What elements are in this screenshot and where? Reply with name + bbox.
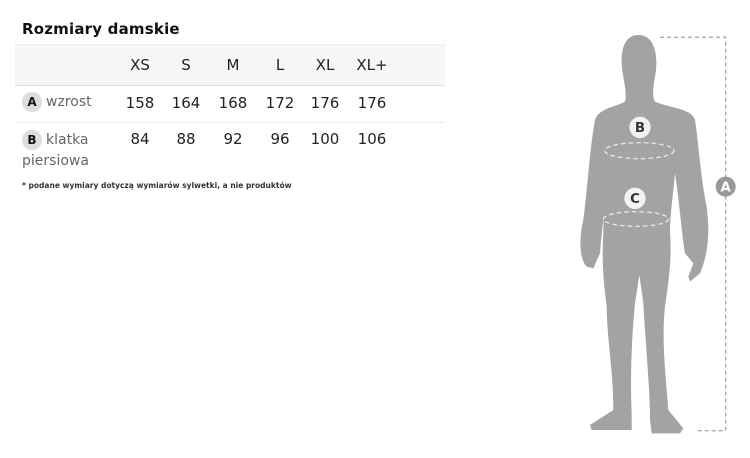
marker-b-circle (629, 116, 651, 138)
silhouette (580, 35, 709, 434)
size-header: XL+ (356, 56, 388, 74)
size-header: XS (130, 56, 150, 74)
table-cell: 100 (310, 130, 340, 148)
table-cell: 92 (223, 130, 243, 148)
marker-c-circle (624, 187, 646, 209)
table-cell: 176 (310, 94, 340, 112)
table-cell: 172 (265, 94, 295, 112)
size-header: L (275, 56, 285, 74)
table-cell: 158 (125, 94, 155, 112)
row-label-text: klatka piersiowa (22, 132, 89, 169)
page-title: Rozmiary damskie (22, 20, 180, 38)
marker-a: A (721, 180, 732, 195)
size-header: M (226, 56, 240, 74)
table-cell: 96 (270, 130, 290, 148)
marker-b: B (635, 121, 645, 136)
marker-c: C (630, 192, 640, 207)
size-header-row: XS S M L XL XL+ (15, 44, 445, 86)
footnote: * podane wymiary dotyczą wymiarów sylwet… (22, 181, 292, 190)
table-cell: 164 (171, 94, 201, 112)
table-cell: 88 (176, 130, 196, 148)
chest-measure-ellipse (604, 142, 675, 160)
badge-a: A (22, 92, 42, 112)
waist-measure-ellipse (602, 211, 670, 227)
marker-a-circle (715, 176, 736, 197)
badge-b: B (22, 130, 42, 150)
table-cell: 106 (357, 130, 387, 148)
table-cell: 176 (357, 94, 387, 112)
table-cell: 168 (218, 94, 248, 112)
height-dashed-line (660, 36, 727, 432)
size-header: S (181, 56, 191, 74)
row-label-text: wzrost (46, 94, 92, 110)
size-header: XL (315, 56, 335, 74)
body-silhouette-figure: B C A (580, 35, 736, 434)
table-cell: 84 (130, 130, 150, 148)
